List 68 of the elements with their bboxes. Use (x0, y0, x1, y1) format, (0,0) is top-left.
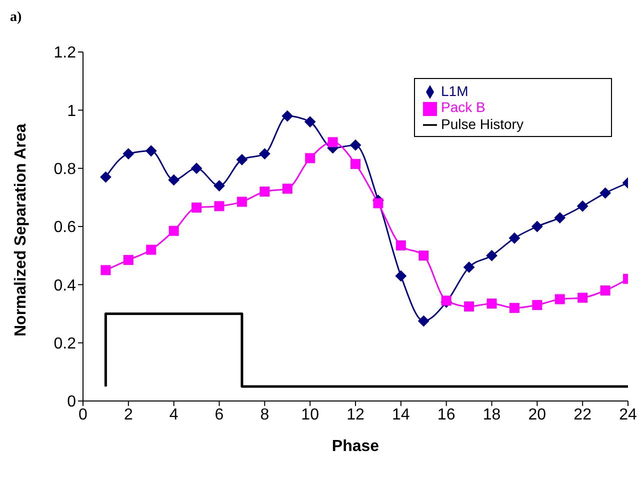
point (168, 226, 179, 236)
point (600, 188, 611, 199)
point (100, 172, 112, 183)
y-tick-label: 0.8 (54, 161, 76, 178)
y-tick-label: 1.2 (54, 44, 76, 62)
x-tick-label: 12 (346, 406, 364, 424)
y-tick-label: 0 (67, 394, 76, 411)
point (260, 186, 270, 197)
point (464, 262, 475, 273)
y-tick-label: 0.2 (54, 336, 76, 353)
point (508, 232, 520, 244)
x-tick-label: 6 (214, 406, 224, 424)
x-tick-label: 8 (260, 406, 270, 424)
y-axis-title: Normalized Separation Area (12, 124, 30, 336)
legend-label: Pack B (441, 99, 486, 116)
x-tick-label: 16 (437, 406, 456, 424)
point (350, 140, 361, 151)
point (123, 254, 134, 265)
x-tick-label: 24 (619, 406, 637, 424)
point (373, 198, 384, 208)
point (168, 174, 180, 186)
point (236, 196, 247, 207)
point (486, 250, 498, 262)
point (600, 285, 610, 296)
point (259, 148, 270, 160)
point (395, 270, 406, 282)
point (305, 153, 316, 164)
point (577, 200, 588, 212)
y-tick-label: 1 (67, 102, 76, 120)
point (122, 148, 134, 160)
point (532, 221, 543, 232)
x-tick-label: 18 (482, 406, 501, 424)
x-tick-label: 10 (301, 406, 320, 424)
x-tick-label: 22 (574, 406, 592, 424)
point (214, 201, 224, 212)
point (304, 116, 316, 128)
point (418, 250, 429, 261)
text: a) (10, 10, 22, 26)
y-tick-label: 0.6 (54, 219, 76, 236)
point (282, 184, 292, 194)
point (146, 145, 157, 156)
point (100, 265, 111, 276)
x-tick-label: 2 (124, 406, 133, 424)
point (418, 316, 430, 327)
point (214, 180, 225, 192)
point (396, 240, 406, 250)
y-tick-label: 0.4 (54, 277, 76, 294)
point (191, 162, 202, 174)
legend-label: L1M (441, 83, 468, 99)
point (146, 244, 156, 255)
point (464, 301, 474, 312)
point (192, 202, 202, 213)
x-tick-label: 14 (392, 406, 410, 424)
x-tick-label: 20 (528, 406, 546, 424)
point (554, 294, 565, 304)
x-tick-label: 0 (78, 406, 88, 424)
legend-label: Pulse History (441, 116, 524, 132)
point (328, 137, 338, 148)
point (486, 298, 497, 309)
point (554, 212, 566, 224)
point (509, 302, 520, 313)
point (236, 154, 248, 166)
point (282, 110, 293, 122)
x-axis-title: Phase (332, 438, 380, 455)
point (578, 292, 588, 303)
point (350, 158, 360, 169)
x-tick-label: 4 (169, 406, 178, 424)
point (532, 300, 542, 310)
